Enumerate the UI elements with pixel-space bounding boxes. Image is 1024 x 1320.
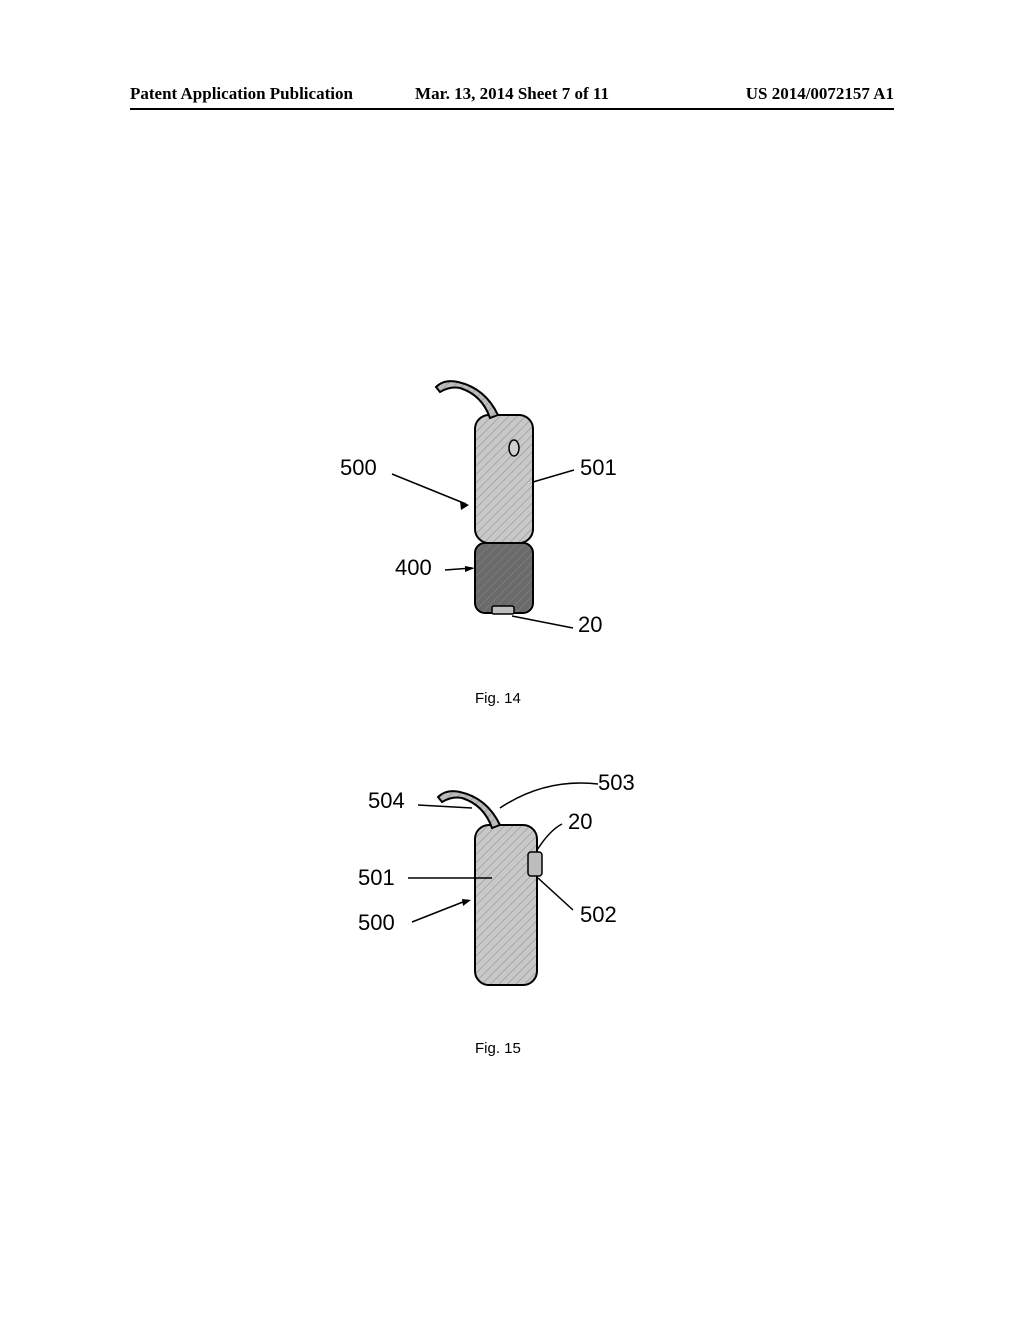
fig15-label-500: 500 bbox=[358, 910, 395, 936]
page: Patent Application Publication Mar. 13, … bbox=[0, 0, 1024, 1320]
fig14-label-501: 501 bbox=[580, 455, 617, 481]
fig14-label-400: 400 bbox=[395, 555, 432, 581]
header-left: Patent Application Publication bbox=[130, 84, 385, 104]
fig14-label-500: 500 bbox=[340, 455, 377, 481]
fig15-label-503: 503 bbox=[598, 770, 635, 796]
fig14-drawing bbox=[300, 370, 720, 690]
fig15-label-20: 20 bbox=[568, 809, 592, 835]
fig15-caption: Fig. 15 bbox=[475, 1040, 521, 1057]
header-center: Mar. 13, 2014 Sheet 7 of 11 bbox=[385, 84, 640, 104]
header-right: US 2014/0072157 A1 bbox=[639, 84, 894, 104]
page-header: Patent Application Publication Mar. 13, … bbox=[130, 82, 894, 110]
fig15-label-502: 502 bbox=[580, 902, 617, 928]
fig14-caption: Fig. 14 bbox=[475, 690, 521, 707]
fig15-label-504: 504 bbox=[368, 788, 405, 814]
fig14-label-20: 20 bbox=[578, 612, 602, 638]
fig15-label-501: 501 bbox=[358, 865, 395, 891]
figure-area: 500 501 400 20 Fig. 14 504 503 20 501 50… bbox=[0, 110, 1024, 1320]
